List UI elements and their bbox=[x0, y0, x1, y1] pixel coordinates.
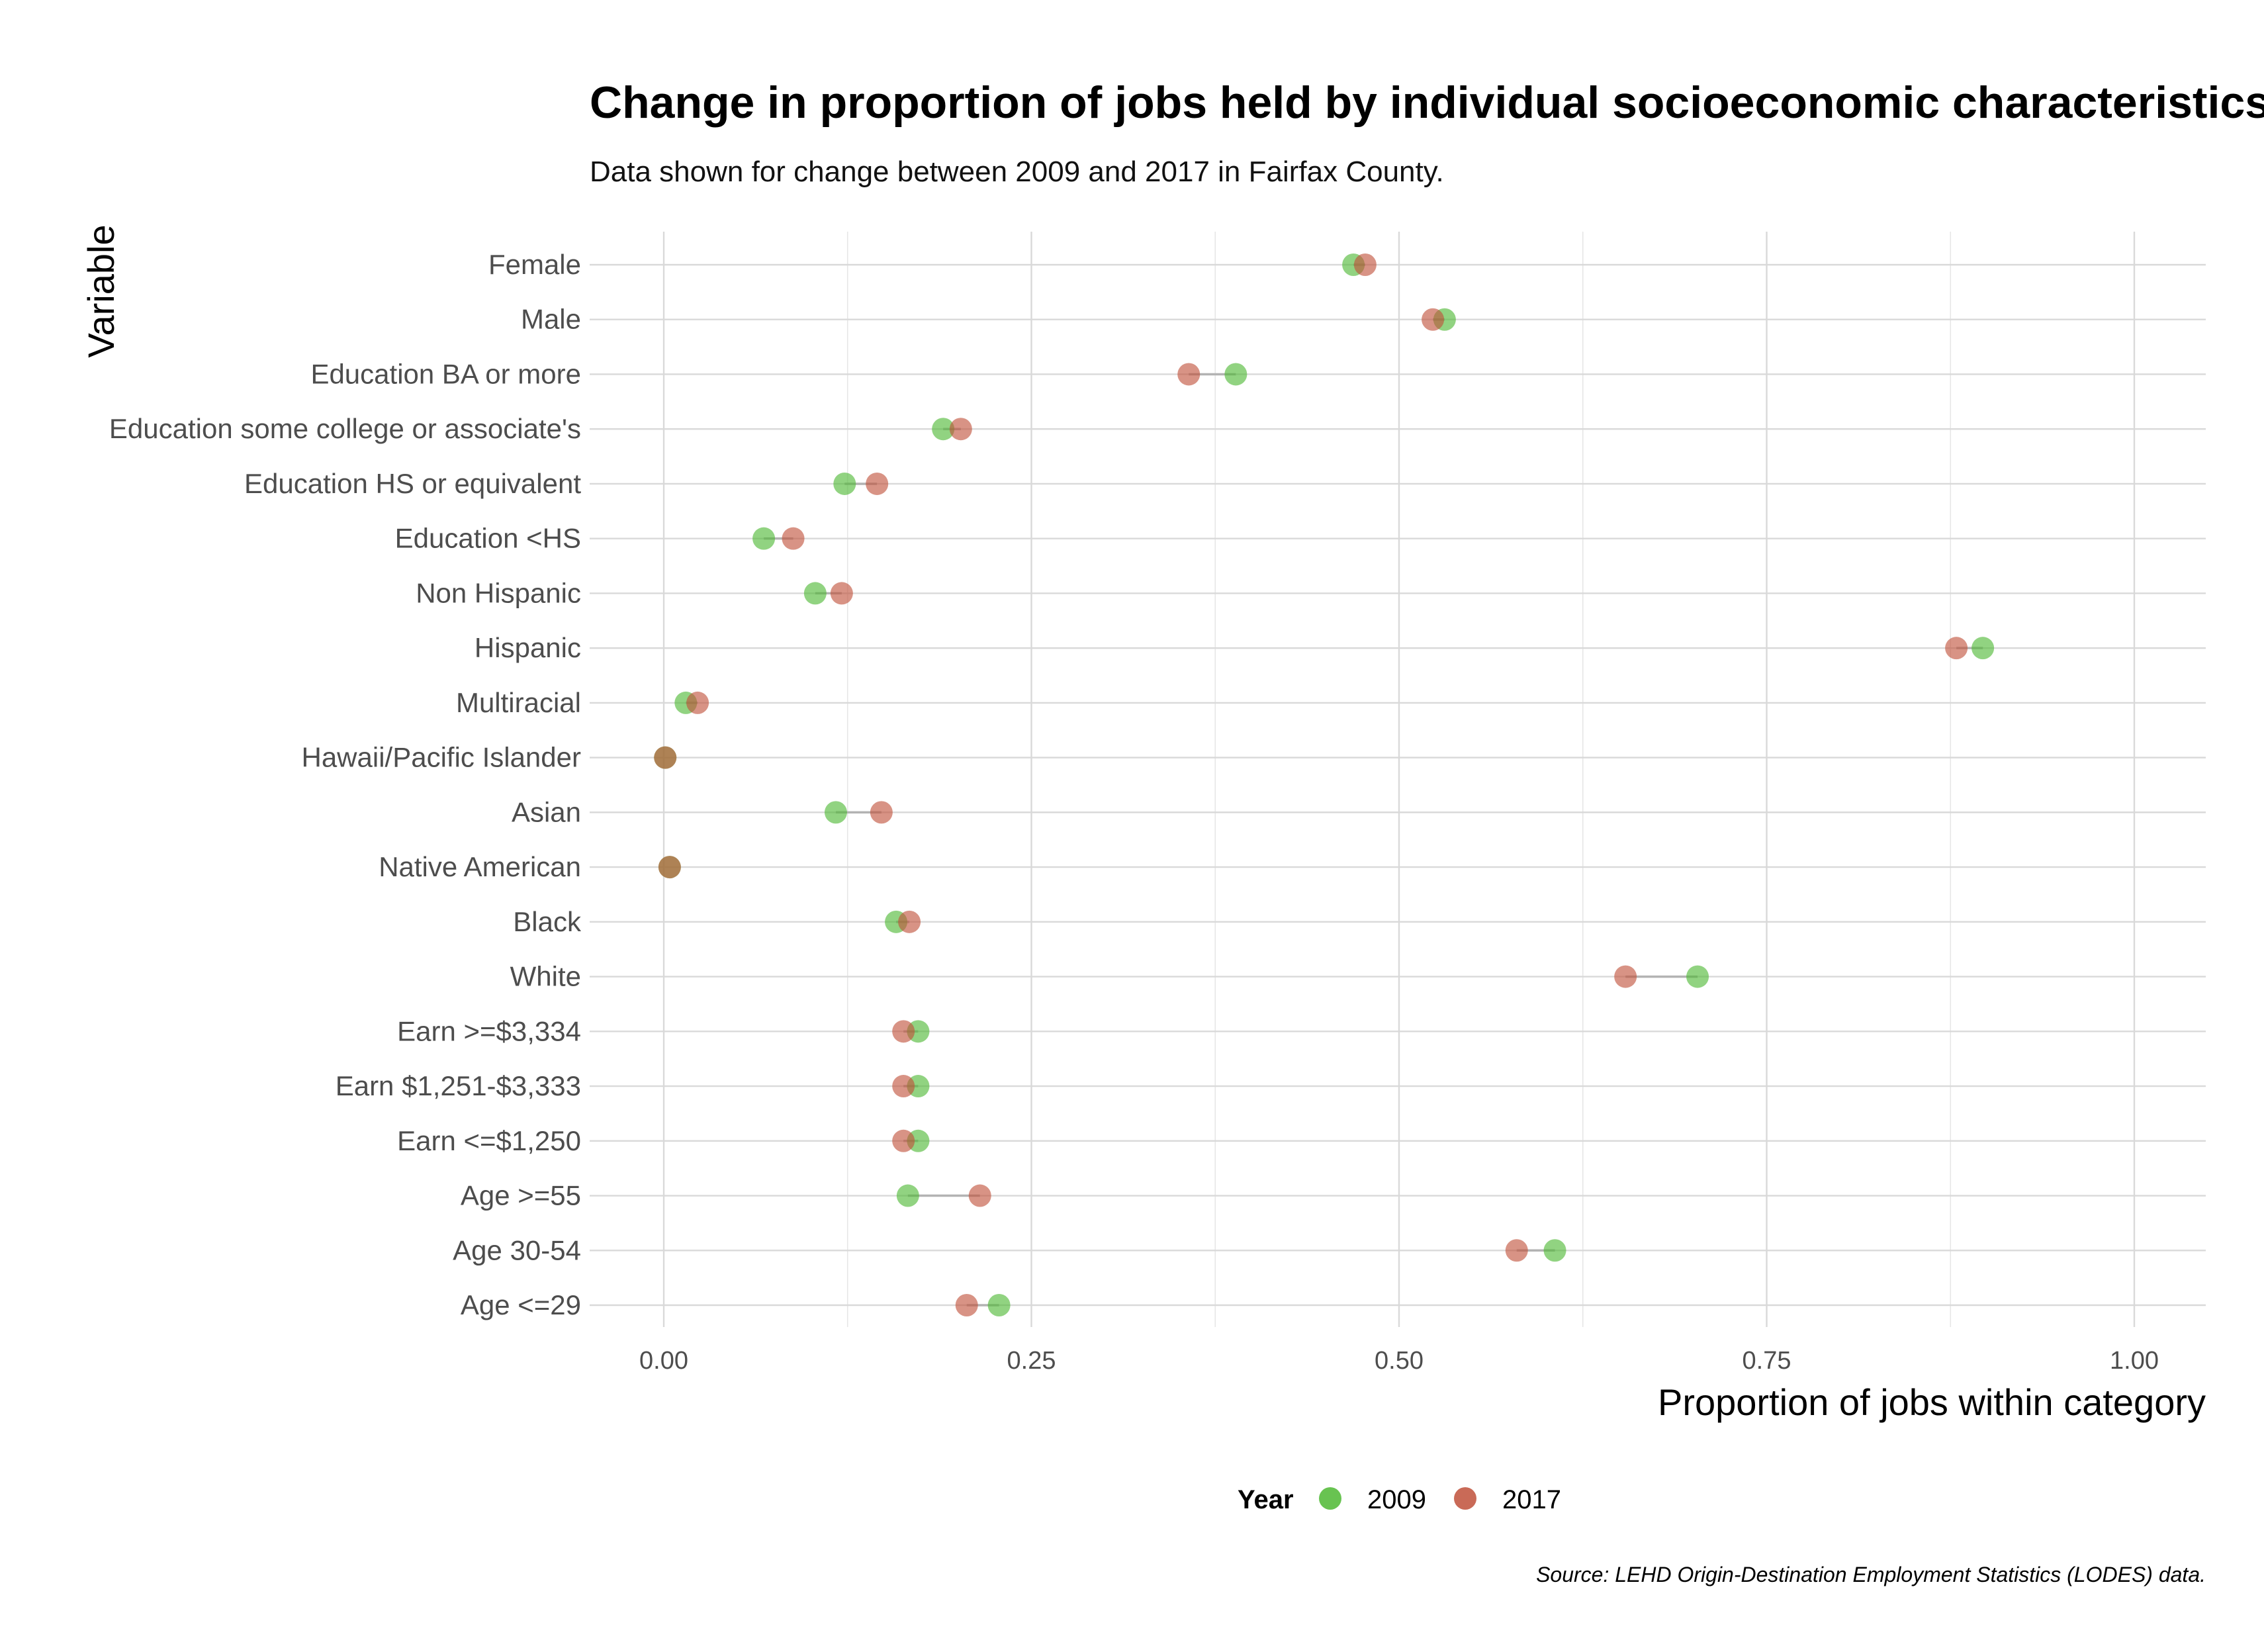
point-2017 bbox=[654, 746, 677, 769]
point-2009 bbox=[932, 418, 955, 441]
point-2017 bbox=[949, 418, 972, 441]
y-tick-label: Hawaii/Pacific Islander bbox=[301, 742, 581, 773]
point-2009 bbox=[803, 582, 827, 605]
x-tick-label: 0.75 bbox=[1743, 1347, 1791, 1375]
y-tick-label: Education some college or associate's bbox=[109, 413, 581, 444]
y-tick-label: Hispanic bbox=[475, 632, 581, 663]
y-tick-label: Earn >=$3,334 bbox=[397, 1015, 581, 1046]
y-tick-label: Education HS or equivalent bbox=[244, 468, 581, 499]
point-2017 bbox=[1422, 308, 1445, 331]
point-2009 bbox=[1543, 1239, 1566, 1262]
x-tick-label: 0.25 bbox=[1007, 1347, 1056, 1375]
point-2017 bbox=[1177, 363, 1200, 386]
point-2017 bbox=[892, 1020, 915, 1043]
point-2017 bbox=[866, 472, 889, 495]
data-points bbox=[654, 253, 1995, 1316]
y-tick-label: Male bbox=[521, 304, 581, 335]
chart-caption: Source: LEHD Origin-Destination Employme… bbox=[1536, 1563, 2206, 1586]
point-2017 bbox=[1614, 965, 1637, 988]
legend-title: Year bbox=[1238, 1485, 1294, 1514]
dumbbell-connectors bbox=[686, 263, 1983, 1307]
y-tick-label: Age <=29 bbox=[461, 1289, 581, 1320]
y-tick-label: Age 30-54 bbox=[453, 1234, 581, 1265]
point-2009 bbox=[1686, 965, 1709, 988]
point-2017 bbox=[1353, 253, 1377, 276]
point-2009 bbox=[1224, 363, 1247, 386]
x-axis-title: Proportion of jobs within category bbox=[1658, 1381, 2206, 1423]
chart-subtitle: Data shown for change between 2009 and 2… bbox=[590, 156, 1444, 188]
y-tick-label: Non Hispanic bbox=[416, 577, 581, 608]
point-2009 bbox=[824, 801, 847, 824]
point-2017 bbox=[968, 1184, 991, 1207]
point-2009 bbox=[987, 1294, 1011, 1316]
point-2017 bbox=[870, 801, 893, 824]
y-tick-label: Earn $1,251-$3,333 bbox=[336, 1070, 581, 1101]
legend-swatch-2017 bbox=[1454, 1487, 1476, 1510]
point-2017 bbox=[1945, 637, 1968, 660]
point-2017 bbox=[782, 527, 805, 550]
point-2017 bbox=[898, 910, 921, 933]
x-axis-ticks: 0.00 0.25 0.50 0.75 1.00 bbox=[639, 1347, 2159, 1375]
point-2009 bbox=[896, 1184, 919, 1207]
y-tick-label: Black bbox=[513, 906, 582, 937]
point-2017 bbox=[1505, 1239, 1528, 1262]
legend-swatch-2009 bbox=[1319, 1487, 1341, 1510]
point-2017 bbox=[955, 1294, 978, 1316]
legend-label-2017: 2017 bbox=[1502, 1485, 1561, 1514]
legend-label-2009: 2009 bbox=[1367, 1485, 1426, 1514]
legend: Year 2009 2017 bbox=[1238, 1485, 1561, 1514]
point-2009 bbox=[1971, 637, 1995, 660]
point-2017 bbox=[658, 856, 681, 879]
y-axis-labels: Female Male Education BA or more Education … bbox=[109, 249, 582, 1320]
chart-title: Change in proportion of jobs held by ind… bbox=[590, 77, 2264, 128]
y-tick-label: Asian bbox=[512, 796, 581, 827]
y-tick-label: Education BA or more bbox=[310, 358, 581, 389]
x-tick-label: 0.50 bbox=[1375, 1347, 1424, 1375]
point-2017 bbox=[830, 582, 853, 605]
point-2017 bbox=[686, 691, 709, 714]
y-tick-label: Education <HS bbox=[395, 523, 581, 554]
point-2017 bbox=[892, 1129, 915, 1152]
y-axis-title: Variable bbox=[80, 224, 122, 357]
y-tick-label: Female bbox=[488, 249, 581, 280]
x-tick-label: 0.00 bbox=[639, 1347, 688, 1375]
x-tick-label: 1.00 bbox=[2110, 1347, 2159, 1375]
y-tick-label: White bbox=[510, 961, 581, 992]
point-2009 bbox=[833, 472, 856, 495]
plot-grid bbox=[590, 232, 2206, 1327]
y-tick-label: Multiracial bbox=[456, 687, 581, 718]
y-tick-label: Earn <=$1,250 bbox=[397, 1125, 581, 1156]
point-2009 bbox=[752, 527, 776, 550]
y-tick-label: Native American bbox=[379, 851, 581, 882]
y-tick-label: Age >=55 bbox=[461, 1180, 581, 1211]
point-2017 bbox=[892, 1075, 915, 1098]
